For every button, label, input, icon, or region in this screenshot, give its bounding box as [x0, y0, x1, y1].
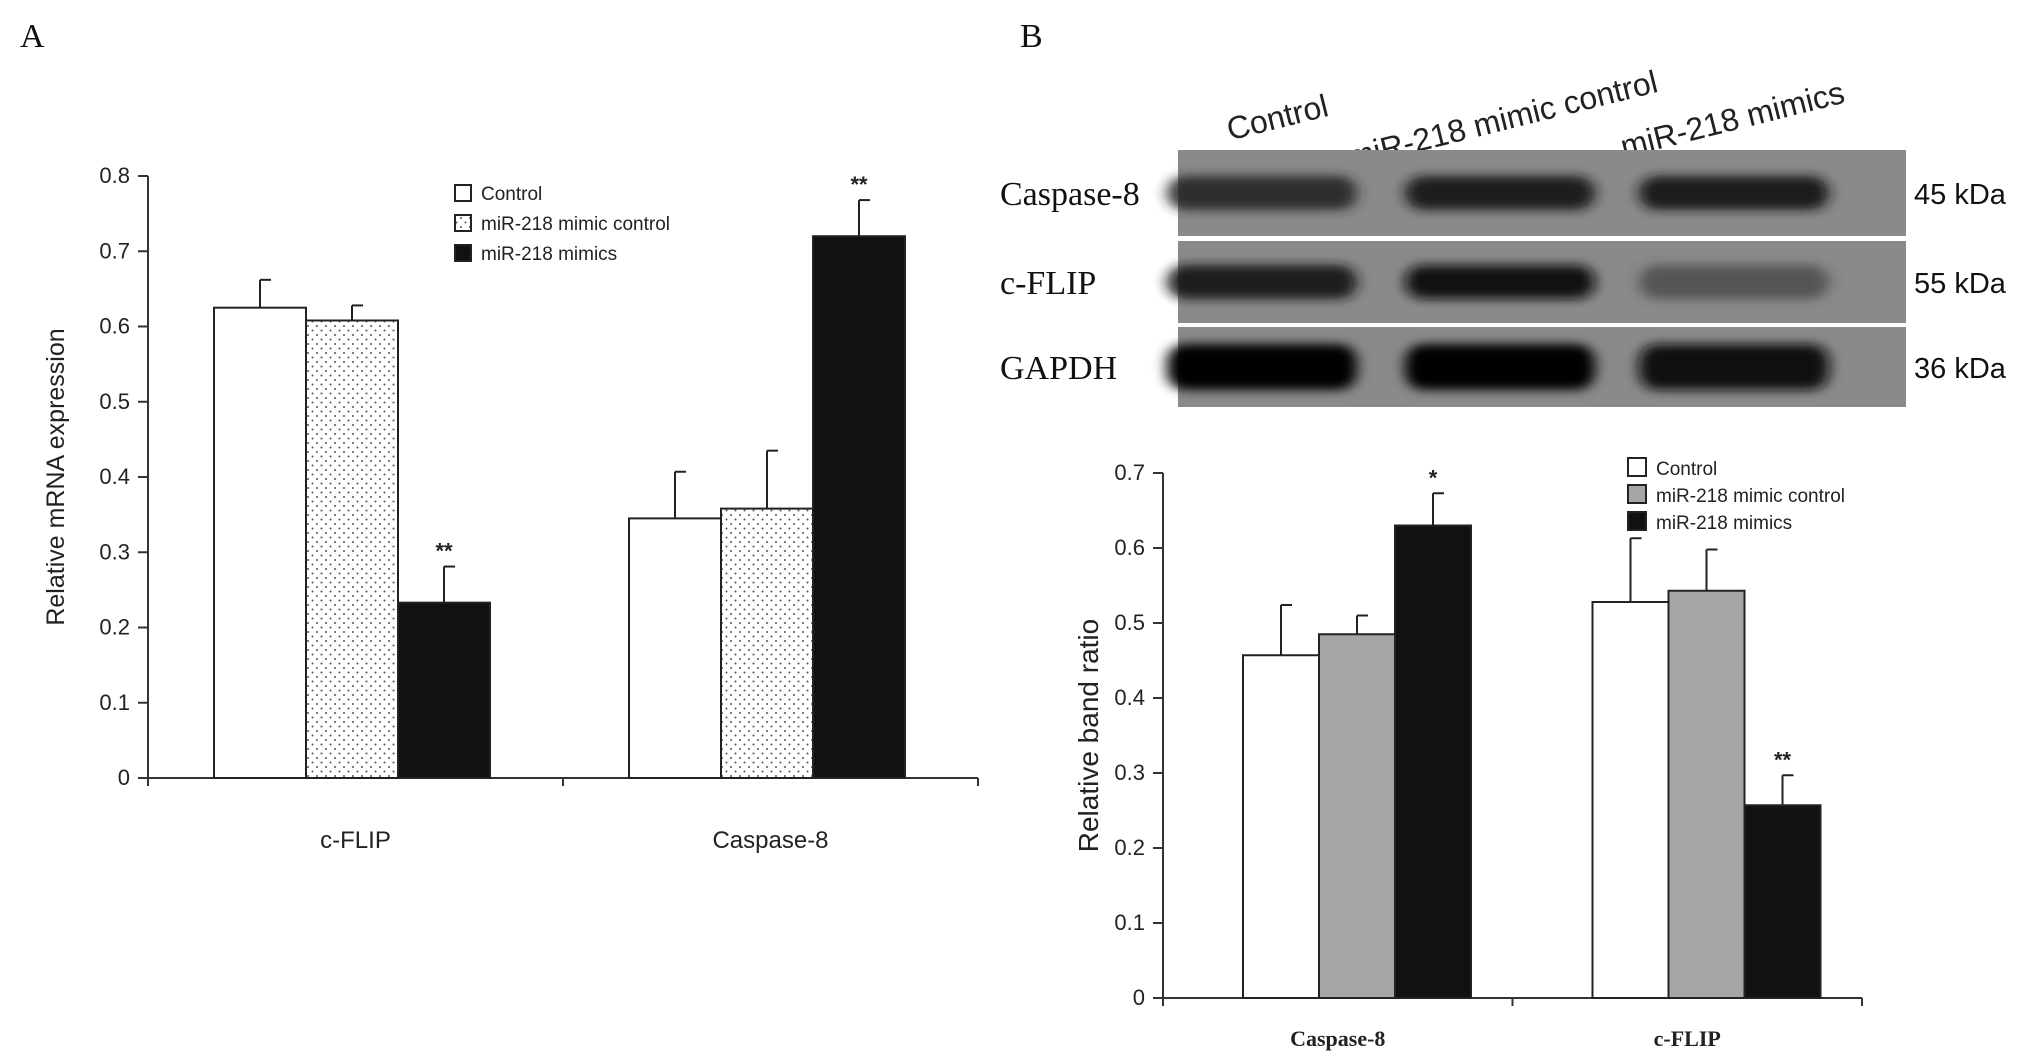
legend-label: miR-218 mimic control — [1656, 486, 1845, 507]
y-axis-label: Relative band ratio — [1073, 619, 1104, 852]
bar — [1591, 601, 1670, 999]
legend-swatch — [454, 214, 472, 232]
y-tick-label: 0.3 — [1114, 760, 1145, 785]
legend-swatch — [1627, 457, 1647, 477]
y-tick-label: 0.3 — [99, 539, 130, 564]
blot-band — [1167, 265, 1357, 299]
significance-mark: ** — [1774, 747, 1792, 772]
category-label: c-FLIP — [320, 827, 391, 854]
y-tick-label: 0.8 — [99, 163, 130, 188]
y-tick-label: 0.6 — [1114, 535, 1145, 560]
category-label: Caspase-8 — [1290, 1026, 1385, 1051]
bar — [628, 517, 722, 779]
legend-swatch — [1627, 511, 1647, 531]
blot-band — [1405, 344, 1595, 390]
y-tick-label: 0 — [1133, 985, 1145, 1010]
y-tick-label: 0.4 — [99, 464, 130, 489]
bar — [1394, 524, 1472, 999]
blot-band — [1167, 176, 1357, 210]
blot-band — [1167, 344, 1357, 390]
chart-a: 0 0.1 0.2 0.3 0.4 0.5 0.6 0.7 0.8 Relative mRNA e… — [42, 163, 979, 854]
kda-label: 45 kDa — [1914, 179, 2007, 211]
significance-mark: * — [1429, 465, 1438, 490]
legend-swatch — [454, 244, 472, 262]
y-tick-label: 0.2 — [99, 615, 130, 640]
bar — [812, 235, 906, 779]
y-tick-label: 0 — [118, 765, 130, 790]
blot-band — [1639, 176, 1829, 210]
y-tick-label: 0.4 — [1114, 685, 1145, 710]
bar — [1318, 633, 1396, 999]
kda-label: 55 kDa — [1914, 268, 2007, 300]
legend-label: miR-218 mimics — [481, 244, 617, 265]
protein-label: c-FLIP — [1000, 265, 1096, 302]
y-axis-label: Relative mRNA expression — [42, 328, 70, 625]
bar — [720, 507, 814, 779]
legend-label: Control — [481, 184, 542, 205]
blot-band — [1405, 176, 1595, 210]
y-tick-label: 0.7 — [1114, 460, 1145, 485]
panel-label-a: A — [20, 18, 45, 55]
panel-label-b: B — [1020, 18, 1043, 55]
protein-label: Caspase-8 — [1000, 176, 1140, 213]
category-label: c-FLIP — [1654, 1026, 1721, 1051]
y-tick-label: 0.5 — [99, 389, 130, 414]
legend-swatch — [454, 184, 472, 202]
bar — [213, 306, 307, 779]
legend-label: Control — [1656, 459, 1717, 480]
y-tick-label: 0.6 — [99, 314, 130, 339]
bar — [305, 319, 399, 779]
legend-label: miR-218 mimics — [1656, 513, 1792, 534]
significance-mark: ** — [435, 539, 453, 564]
y-tick-label: 0.7 — [99, 238, 130, 263]
bar — [1242, 654, 1320, 999]
bar — [397, 601, 491, 779]
lane-label: Control — [1223, 87, 1332, 147]
y-tick-label: 0.5 — [1114, 610, 1145, 635]
y-tick-label: 0.1 — [1114, 910, 1145, 935]
protein-label: GAPDH — [1000, 350, 1117, 387]
significance-mark: ** — [850, 172, 868, 197]
y-tick-label: 0.1 — [99, 690, 130, 715]
bar — [1743, 804, 1822, 999]
legend-label: miR-218 mimic control — [481, 214, 670, 235]
category-label: Caspase-8 — [712, 827, 828, 854]
blot-band — [1405, 265, 1595, 299]
bar — [1667, 589, 1746, 999]
kda-label: 36 kDa — [1914, 353, 2007, 385]
blot-band — [1639, 344, 1829, 390]
legend-swatch — [1627, 484, 1647, 504]
y-tick-label: 0.2 — [1114, 835, 1145, 860]
chart-b: 0 0.1 0.2 0.3 0.4 0.5 0.6 0.7 Relative band rati… — [1073, 457, 1863, 1051]
blot-band — [1639, 265, 1829, 299]
